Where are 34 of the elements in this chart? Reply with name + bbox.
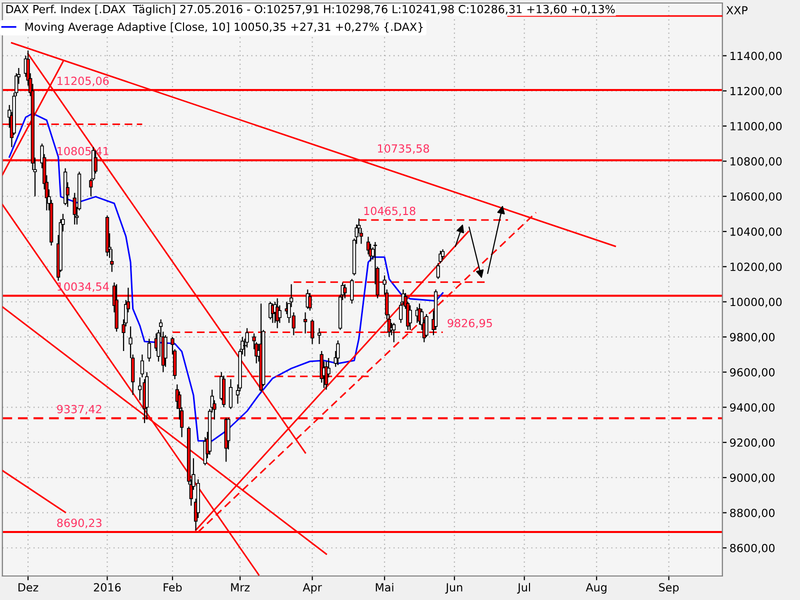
y-tick-label: 9600,00 (730, 368, 775, 378)
y-tick-label: 11400,00 (730, 52, 782, 62)
x-tick-label: Aug (586, 583, 606, 594)
x-tick-label: Jul (517, 582, 530, 594)
x-tick-label: Feb (164, 582, 182, 592)
ref-line-label: 9337,42 (57, 404, 102, 414)
y-tick-label: 9000,00 (730, 474, 775, 484)
x-tick-label: Jun (445, 583, 462, 594)
ref-line-label: 8690,23 (57, 518, 102, 528)
y-tick-label: 9200,00 (730, 438, 775, 448)
y-tick-label: 10800,00 (730, 157, 782, 167)
chart-title: DAX Perf. Index [.DAX Täglich] 27.05.2016 - O:10257,91 H:10298,76 L:10241,98 C:10286,31 +13,60 +0,13% (6, 4, 615, 16)
x-tick-label: Dez (18, 583, 38, 592)
y-tick-label: 10000,00 (730, 298, 782, 308)
y-tick-label: 9400,00 (730, 403, 775, 413)
x-tick-label: 2016 (94, 583, 121, 592)
x-tick-label: Sep (659, 583, 679, 594)
annotation: 10735,58 (378, 144, 430, 154)
y-tick-label: 10200,00 (730, 262, 782, 272)
y-tick-label: 8600,00 (730, 544, 775, 554)
x-tick-label: Mrz (231, 583, 250, 592)
y-tick-label: 10400,00 (730, 227, 782, 238)
y-tick-label: 8800,00 (730, 508, 775, 518)
ref-line-label: 11205,06 (58, 76, 109, 86)
annotation: 9826,95 (448, 318, 492, 328)
y-tick-label: 11000,00 (730, 122, 782, 132)
y-axis-title: XXP (726, 6, 748, 14)
x-tick-label: Apr (302, 583, 322, 594)
legend-label: Moving Average Adaptive [Close, 10] 10050,35 +27,31 +0,27% {.DAX} (25, 22, 423, 34)
x-tick-label: Mai (376, 582, 394, 592)
y-tick-label: 9800,00 (730, 332, 775, 342)
y-tick-label: 11200,00 (730, 86, 782, 96)
annotation: 10465,18 (364, 206, 416, 216)
y-tick-label: 10600,00 (730, 192, 782, 202)
